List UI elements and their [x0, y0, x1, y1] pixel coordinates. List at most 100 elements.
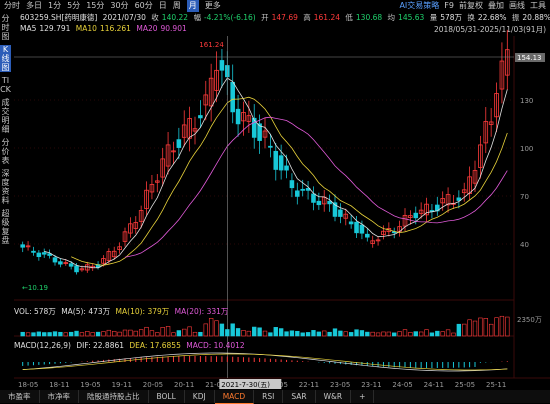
indicator-tab-1[interactable]: 市净率 — [40, 390, 79, 403]
toolbar-right-5[interactable]: 工具 — [530, 1, 546, 10]
candle — [160, 158, 165, 178]
period-2[interactable]: 1分 — [48, 1, 62, 10]
period-3[interactable]: 5分 — [67, 1, 81, 10]
volume-bar — [397, 331, 402, 337]
sidebar-item-4[interactable]: 分价表 — [1, 138, 10, 165]
candle — [214, 69, 219, 91]
toolbar-right-1[interactable]: F9 — [444, 1, 454, 10]
candle — [478, 144, 483, 168]
macd-dif: DIF: 22.8861 — [76, 341, 125, 350]
candle — [235, 108, 241, 125]
volume-bar — [408, 332, 413, 337]
y-tick-label: 40 — [520, 241, 529, 249]
avg-label: 均 — [387, 13, 396, 22]
volume-bar — [225, 329, 230, 337]
volume-bar — [112, 330, 117, 337]
x-tick-label: 19-11 — [112, 381, 132, 389]
candle — [375, 239, 381, 242]
volume-bar — [79, 332, 85, 337]
volume-bar — [122, 329, 128, 337]
candle — [456, 197, 462, 201]
period-0[interactable]: 分时 — [4, 1, 20, 10]
y-tick-label: 130 — [520, 97, 533, 105]
volume-bar — [133, 330, 138, 337]
candle — [31, 250, 36, 253]
toolbar-right-0[interactable]: AI交易策略 — [399, 1, 440, 10]
volume-bar — [348, 332, 354, 337]
volume-bar — [462, 323, 467, 337]
candle — [203, 94, 209, 106]
volume-bar — [257, 327, 262, 337]
last-price-bg — [515, 53, 545, 62]
indicator-tab-0[interactable]: 市盈率 — [0, 390, 40, 403]
vol-ma10: MA(10): 379万 — [115, 307, 170, 316]
period-1[interactable]: 多日 — [26, 1, 42, 10]
candle — [295, 190, 300, 197]
vol-value: VOL: 578万 — [14, 307, 56, 316]
cursor-date-bg — [219, 379, 282, 389]
macd-legend: MACD(12,26,9) DIF: 22.8861 DEA: 17.6855 … — [14, 341, 248, 350]
volume-bar — [230, 323, 235, 337]
candle — [36, 252, 42, 258]
volume-bar — [192, 331, 198, 337]
period-5[interactable]: 30分 — [110, 1, 129, 10]
indicator-tab-8[interactable]: W&R — [316, 390, 352, 403]
sidebar-item-2[interactable]: TICK — [0, 76, 11, 94]
turnover-value: 22.68% — [477, 13, 507, 22]
period-7[interactable]: 日 — [158, 1, 167, 10]
candle — [354, 221, 359, 234]
candle — [370, 240, 375, 244]
volume-bar — [381, 331, 386, 337]
candle — [467, 176, 472, 194]
volume-bar — [198, 331, 203, 337]
volume-bar — [478, 317, 483, 337]
sidebar-item-0[interactable]: 分时图 — [1, 14, 10, 41]
sidebar-item-3[interactable]: 成交明细 — [1, 98, 10, 134]
indicator-tab-5[interactable]: MACD — [214, 390, 255, 404]
candle — [413, 212, 419, 219]
candle — [111, 250, 117, 258]
candle — [144, 189, 149, 209]
period-6[interactable]: 60分 — [134, 1, 153, 10]
volume-bar — [214, 320, 219, 337]
indicator-tab-9[interactable]: + — [351, 390, 375, 403]
volume-bar — [85, 331, 90, 337]
volume-bar — [176, 330, 182, 337]
volume-bar — [451, 332, 456, 337]
indicator-tab-3[interactable]: BOLL — [149, 390, 185, 403]
period-4[interactable]: 15分 — [86, 1, 105, 10]
indicator-tab-2[interactable]: 陆股通持股占比 — [79, 390, 149, 403]
sidebar-item-1[interactable]: K线图 — [0, 45, 11, 72]
macd-title: MACD(12,26,9) — [14, 341, 71, 350]
candle — [418, 209, 424, 214]
sidebar-item-6[interactable]: 超级复盘 — [1, 209, 10, 245]
candle — [445, 194, 451, 206]
indicator-tab-4[interactable]: KDJ — [185, 390, 215, 403]
period-8[interactable]: 周 — [172, 1, 181, 10]
volume-bar — [101, 331, 106, 337]
indicator-tab-7[interactable]: SAR — [283, 390, 316, 403]
candle — [381, 230, 386, 236]
candle — [52, 257, 58, 263]
volume-bar — [311, 330, 316, 337]
toolbar-right-2[interactable]: 前复权 — [459, 1, 483, 10]
candle — [138, 210, 144, 222]
volume-axis-label: 2350万 — [517, 316, 542, 324]
candle — [348, 221, 354, 225]
ma20-label: MA20 — [136, 24, 158, 33]
stock-info-line: 603259.SH[药明康德] 2021/07/30 收 140.22 幅 -4.2… — [20, 13, 550, 23]
toolbar-right-4[interactable]: 画线 — [509, 1, 525, 10]
period-10[interactable]: 更多 — [204, 1, 221, 10]
volume-bar — [63, 332, 68, 337]
candle — [101, 258, 106, 264]
candle — [74, 265, 79, 273]
indicator-tab-6[interactable]: RSI — [254, 390, 284, 403]
low-label: 低 — [345, 13, 353, 22]
toolbar-right-3[interactable]: 叠加 — [488, 1, 504, 10]
volume-bar — [418, 331, 424, 337]
volume-bar — [165, 326, 171, 337]
sidebar-item-5[interactable]: 深度资料 — [1, 169, 10, 205]
period-9[interactable]: 月 — [186, 0, 199, 12]
